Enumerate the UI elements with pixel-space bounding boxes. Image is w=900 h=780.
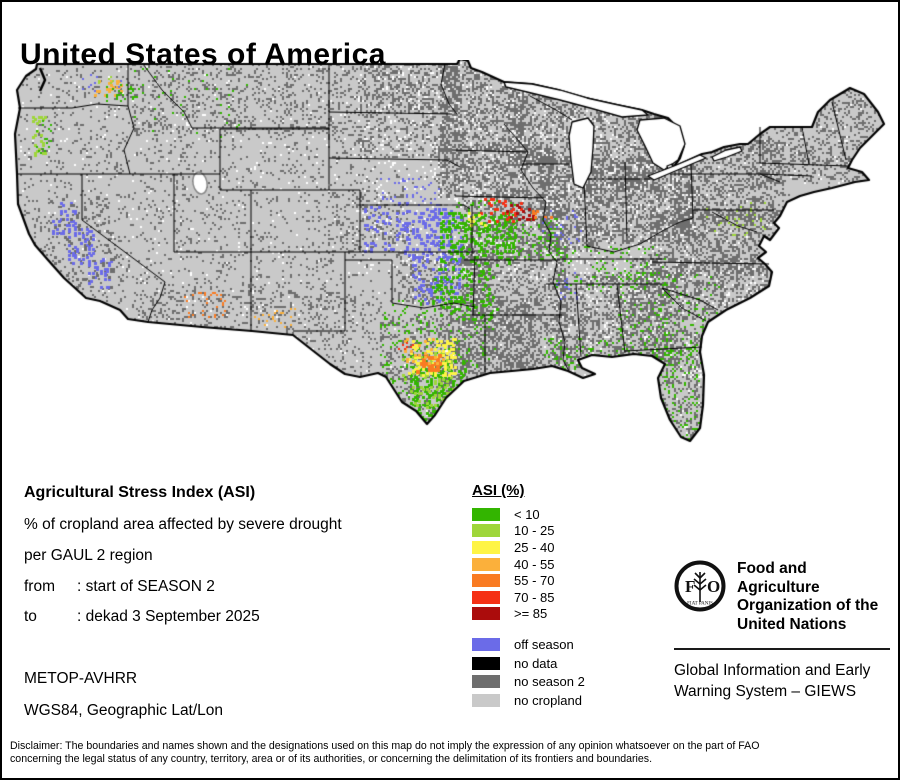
fao-motto: FIAT PANIS (687, 602, 713, 607)
legend-row: < 10 (472, 506, 672, 523)
legend-row: no cropland (472, 691, 672, 710)
text-line: Global Information and Early (674, 662, 871, 679)
usa-asi-map (12, 60, 895, 464)
legend-label: off season (514, 636, 574, 652)
text-line: United Nations (737, 615, 847, 633)
giews-name: Global Information and Early Warning Syst… (674, 660, 892, 702)
legend-label: 40 - 55 (514, 556, 555, 572)
legend-row: 10 - 25 (472, 523, 672, 540)
from-label: from (24, 578, 55, 595)
legend-label: 70 - 85 (514, 589, 555, 605)
legend-row: no season 2 (472, 672, 672, 691)
legend-row: 55 - 70 (472, 572, 672, 589)
asi-region-line: per GAUL 2 region (24, 547, 153, 564)
legend-label: 25 - 40 (514, 539, 555, 555)
legend-row: 70 - 85 (472, 589, 672, 606)
legend-swatch (472, 693, 500, 707)
period-to-row: to : dekad 3 September 2025 (24, 608, 454, 626)
legend-swatch (472, 507, 500, 521)
map-info-block: Agricultural Stress Index (ASI) % of cro… (24, 484, 454, 638)
projection-name: WGS84, Geographic Lat/Lon (24, 702, 224, 719)
legend-label: < 10 (514, 506, 540, 522)
legend-swatch (472, 574, 500, 588)
fao-divider (674, 648, 890, 650)
text-line: Food and Agriculture (737, 560, 820, 596)
legend-swatch (472, 637, 500, 651)
asi-heading: Agricultural Stress Index (ASI) (24, 484, 256, 501)
text-line: Disclaimer: The boundaries and names sho… (10, 740, 760, 752)
legend-swatch (472, 675, 500, 689)
legend-swatch (472, 590, 500, 604)
text-line: concerning the legal status of any count… (10, 753, 653, 765)
from-value: : start of SEASON 2 (77, 578, 215, 595)
asi-description: % of cropland area affected by severe dr… (24, 516, 342, 533)
legend-swatch (472, 524, 500, 538)
legend-label: no season 2 (514, 674, 585, 690)
to-label: to (24, 608, 37, 625)
legend-label: no data (514, 655, 558, 671)
fao-org-name: Food and Agriculture Organization of the U… (737, 558, 892, 634)
legend-label: no cropland (514, 692, 582, 708)
map-legend: ASI (%) < 10 10 - 25 25 - 40 40 - 55 55 - 70… (472, 482, 672, 710)
text-line: Organization of the (737, 597, 879, 614)
to-value: : dekad 3 September 2025 (77, 608, 260, 625)
fao-footer-block: F O FIAT PANIS Food and Agriculture Organ… (674, 558, 892, 702)
legend-row: >= 85 (472, 606, 672, 623)
legend-title: ASI (%) (472, 482, 525, 499)
legend-asi-classes: < 10 10 - 25 25 - 40 40 - 55 55 - 70 70 - 85 >… (472, 506, 672, 622)
legend-label: >= 85 (514, 606, 548, 622)
legend-row: off season (472, 635, 672, 654)
legend-label: 55 - 70 (514, 573, 555, 589)
fao-logo-icon: F O FIAT PANIS (674, 558, 726, 625)
legend-swatch (472, 656, 500, 670)
legend-swatch (472, 540, 500, 554)
svg-text:O: O (707, 577, 720, 596)
legend-row: 25 - 40 (472, 539, 672, 556)
sensor-block: METOP-AVHRR WGS84, Geographic Lat/Lon (24, 670, 454, 734)
disclaimer-text: Disclaimer: The boundaries and names sho… (10, 740, 894, 766)
svg-text:F: F (685, 577, 695, 596)
legend-row: no data (472, 654, 672, 673)
fao-branding: F O FIAT PANIS Food and Agriculture Organ… (674, 558, 892, 634)
legend-swatch (472, 607, 500, 621)
legend-row: 40 - 55 (472, 556, 672, 573)
legend-swatch (472, 557, 500, 571)
legend-extra-classes: off season no data no season 2 no cropland (472, 635, 672, 709)
legend-label: 10 - 25 (514, 523, 555, 539)
sensor-name: METOP-AVHRR (24, 670, 138, 687)
text-line: Warning System – GIEWS (674, 683, 857, 700)
period-from-row: from : start of SEASON 2 (24, 578, 454, 596)
